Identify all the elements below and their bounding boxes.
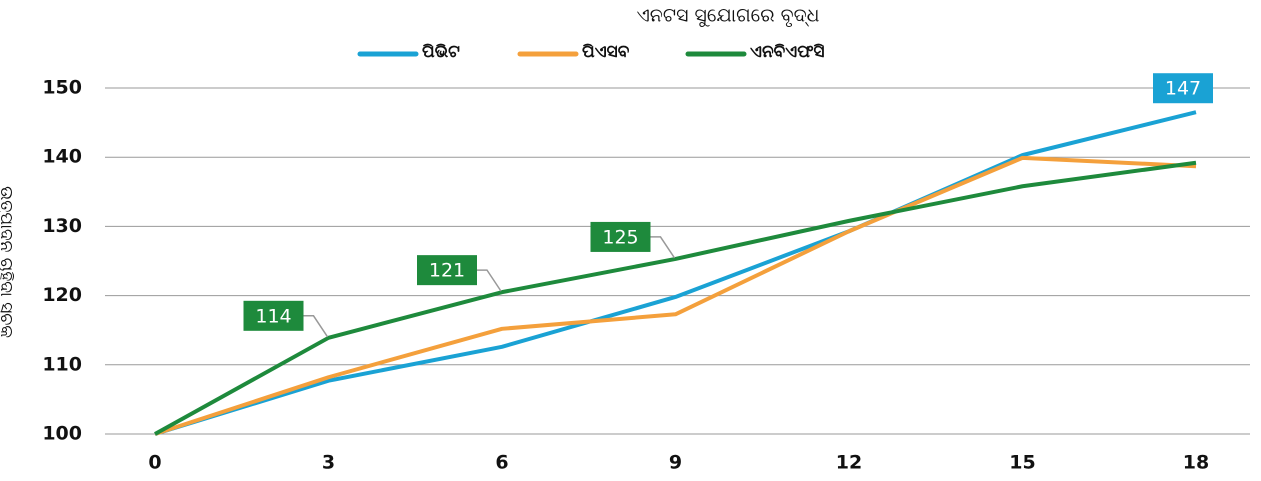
leader-line	[303, 315, 329, 338]
data-label-box	[590, 221, 651, 252]
series-line	[154, 155, 1197, 436]
y-axis-title: ଉତ୍ପାଦନ ଚାହିଦା ସୂଚକ	[0, 186, 16, 338]
chart-title: ଏନଟସ ସୁଯୋଗରେ ବୃଦ୍ଧ	[636, 5, 819, 28]
x-tick-label: 18	[1183, 452, 1209, 474]
data-label-text: 147	[1165, 78, 1201, 100]
y-tick-label: 120	[42, 284, 82, 306]
data-label-text: 125	[602, 226, 638, 248]
data-label-text: 121	[429, 260, 465, 282]
x-tick-label: 15	[1009, 452, 1035, 474]
y-tick-label: 100	[42, 423, 82, 445]
y-tick-label: 130	[42, 215, 82, 237]
data-label: 125	[590, 221, 676, 259]
x-tick-label: 9	[669, 452, 682, 474]
series-line	[154, 160, 1197, 436]
data-label-box	[243, 300, 304, 331]
y-tick-label: 110	[42, 353, 82, 375]
data-label: 121	[417, 255, 502, 292]
data-label-box	[1153, 73, 1213, 104]
data-label: 147	[1153, 73, 1213, 104]
data-label-text: 114	[255, 305, 291, 327]
legend-label: ଏନବିଏଫସି	[750, 42, 825, 62]
data-label-box	[417, 255, 477, 286]
x-tick-label: 3	[322, 452, 335, 474]
y-tick-label: 150	[42, 77, 82, 99]
x-tick-label: 12	[836, 452, 862, 474]
x-tick-label: 6	[495, 452, 508, 474]
legend-label: ପିଏସବ	[582, 42, 630, 62]
series-line	[154, 110, 1197, 436]
leader-line	[477, 269, 502, 292]
leader-line	[650, 236, 676, 259]
x-tick-label: 0	[148, 452, 161, 474]
y-tick-label: 140	[42, 146, 82, 168]
legend-label: ପିଭିଟ	[422, 42, 460, 62]
data-label: 114	[243, 300, 329, 338]
